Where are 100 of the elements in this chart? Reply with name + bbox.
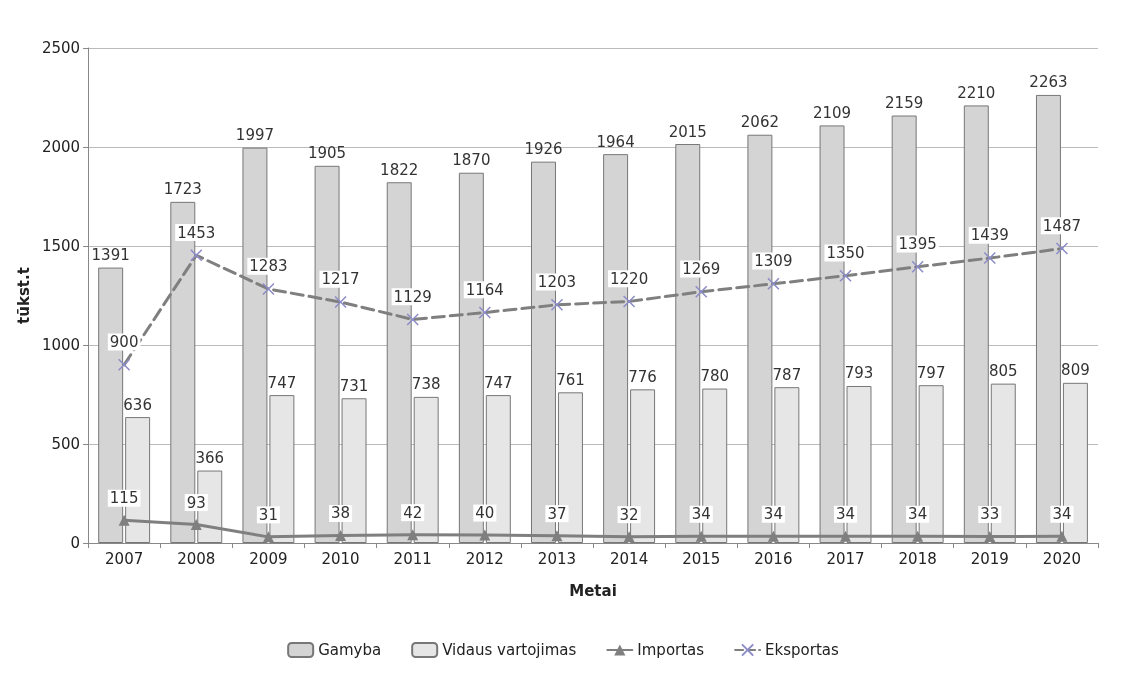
x-tick-label: 2010 — [321, 549, 360, 568]
data-label: 1269 — [682, 259, 721, 278]
point — [622, 295, 636, 308]
y-tick-label: 1000 — [41, 336, 81, 354]
data-label: 2062 — [740, 113, 779, 132]
x-tick-label: 2014 — [610, 549, 649, 568]
x-tick-label: 2016 — [754, 549, 793, 568]
data-label: 793 — [844, 364, 874, 383]
data-label: 1822 — [380, 160, 419, 179]
point — [406, 313, 419, 326]
data-label: 1164 — [465, 280, 504, 299]
point — [190, 249, 203, 262]
point — [840, 530, 852, 542]
data-label: 1309 — [754, 252, 793, 271]
point — [767, 530, 779, 542]
point — [1056, 530, 1068, 542]
x-tick-label: 2020 — [1042, 549, 1082, 568]
data-label: 797 — [916, 363, 946, 382]
x-tick-label: 2017 — [826, 549, 865, 568]
point — [407, 529, 419, 541]
data-label: 38 — [331, 504, 351, 523]
data-label: 1283 — [249, 257, 288, 276]
point — [839, 269, 852, 282]
data-label: 738 — [411, 375, 441, 394]
point — [550, 298, 564, 312]
x-tick-label: 2009 — [249, 549, 288, 568]
point — [1055, 242, 1069, 255]
data-label: 1203 — [537, 273, 577, 292]
data-label: 787 — [772, 365, 802, 384]
data-label: 1926 — [524, 140, 563, 159]
data-label: 2210 — [957, 83, 996, 102]
data-label: 1395 — [898, 235, 937, 254]
point — [983, 251, 997, 265]
legend-label: Importas — [637, 641, 705, 659]
y-axis-title: tūkst.t — [14, 267, 33, 324]
x-tick-label: 2018 — [898, 549, 937, 568]
x-tick-label: 2007 — [105, 549, 144, 568]
legend-label: Gamyba — [318, 641, 382, 659]
y-tick-label: 0 — [70, 534, 81, 552]
y-tick-label: 2000 — [41, 138, 81, 156]
data-label: 40 — [475, 504, 495, 523]
data-label: 1220 — [610, 269, 649, 288]
data-label: 636 — [123, 395, 152, 414]
data-label: 1391 — [91, 246, 130, 265]
data-label: 2263 — [1029, 73, 1068, 92]
data-label: 93 — [186, 493, 206, 512]
point — [262, 531, 274, 543]
data-label: 32 — [619, 505, 639, 524]
data-label: 1723 — [163, 180, 202, 199]
data-label: 1870 — [452, 151, 491, 170]
y-tick-label: 2500 — [41, 39, 81, 57]
data-label: 33 — [980, 505, 1000, 524]
data-label: 1453 — [177, 223, 216, 242]
point — [984, 530, 996, 542]
x-tick-label: 2013 — [537, 549, 577, 568]
point — [334, 295, 347, 309]
point — [767, 277, 780, 291]
data-label: 761 — [556, 370, 585, 389]
data-label: 2015 — [668, 122, 707, 141]
data-label: 34 — [1052, 505, 1072, 524]
point — [335, 529, 347, 541]
data-label: 1997 — [235, 126, 275, 145]
x-tick-label: 2008 — [177, 549, 216, 568]
data-label: 1217 — [321, 270, 360, 289]
data-label: 34 — [835, 505, 856, 524]
data-label: 366 — [195, 449, 225, 468]
data-label: 34 — [691, 505, 711, 524]
data-label: 900 — [109, 333, 139, 352]
data-label: 42 — [403, 503, 423, 522]
y-tick-label: 1500 — [41, 237, 81, 255]
x-tick-label: 2011 — [393, 549, 432, 568]
legend-label: Eksportas — [765, 641, 840, 659]
x-tick-label: 2015 — [682, 549, 721, 568]
point — [118, 514, 130, 526]
data-label: 780 — [700, 367, 730, 386]
data-label: 31 — [258, 505, 278, 524]
point — [262, 282, 275, 296]
point — [694, 285, 708, 298]
data-label: 2109 — [812, 103, 852, 122]
point — [190, 519, 202, 531]
point — [478, 306, 492, 319]
data-label: 1964 — [596, 132, 635, 151]
data-label: 1129 — [393, 287, 432, 306]
data-label: 1487 — [1042, 216, 1082, 235]
point — [695, 530, 707, 542]
point — [117, 358, 131, 372]
point — [912, 530, 924, 542]
data-label: 747 — [483, 373, 513, 392]
y-tick-label: 500 — [51, 435, 81, 453]
x-axis-title: Metai — [569, 581, 617, 600]
data-label: 809 — [1061, 361, 1090, 380]
point — [479, 529, 491, 541]
point — [623, 531, 635, 543]
data-label: 34 — [763, 505, 783, 524]
data-label: 747 — [267, 373, 297, 392]
data-label: 1350 — [826, 243, 865, 262]
point — [911, 260, 924, 274]
data-label: 1905 — [307, 144, 347, 163]
data-label: 37 — [547, 504, 567, 523]
data-label: 805 — [988, 362, 1018, 381]
